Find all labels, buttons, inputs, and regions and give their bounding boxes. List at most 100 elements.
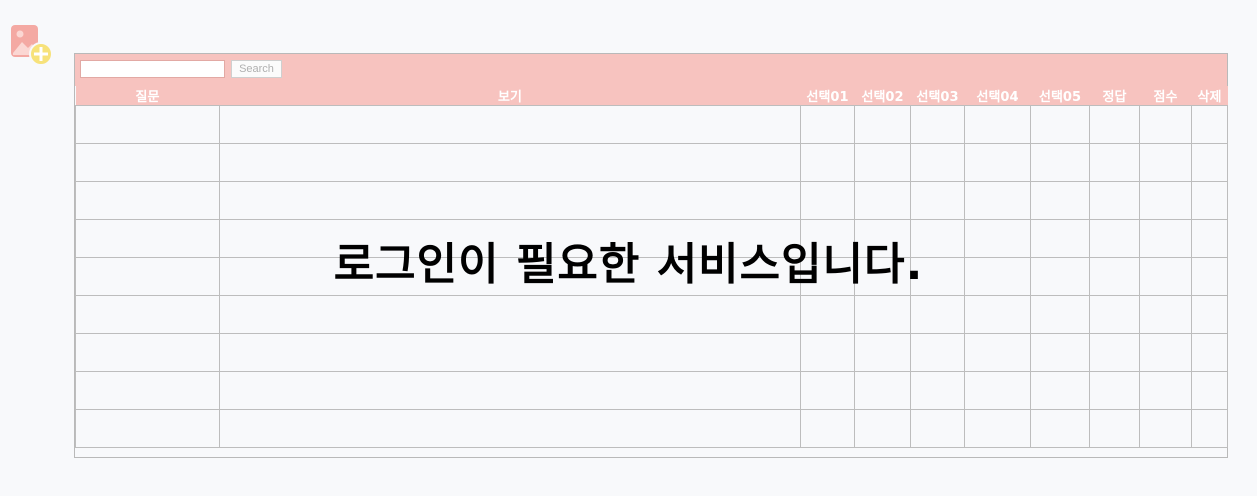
table-cell (1191, 409, 1228, 448)
table-cell (75, 409, 220, 448)
table-cell (1089, 219, 1140, 258)
table-cell (910, 409, 965, 448)
table-cell (964, 409, 1031, 448)
table-cell (1139, 219, 1192, 258)
table-cell (910, 295, 965, 334)
table-cell (854, 219, 911, 258)
table-cell (800, 105, 855, 144)
table-cell (1089, 105, 1140, 144)
table-cell (964, 143, 1031, 182)
table-cell (1139, 371, 1192, 410)
table-cell (854, 143, 911, 182)
search-button[interactable]: Search (231, 60, 282, 78)
table-cell (910, 219, 965, 258)
question-table: 질문 보기 선택01 선택02 선택03 선택04 선택05 정답 점수 삭제 (75, 86, 1228, 448)
table-cell (964, 257, 1031, 296)
table-cell (1030, 219, 1090, 258)
table-cell (964, 295, 1031, 334)
column-header-answer[interactable]: 정답 (1089, 86, 1140, 106)
table-cell (1191, 219, 1228, 258)
table-cell (1191, 143, 1228, 182)
table-cell (1089, 143, 1140, 182)
table-cell (219, 105, 801, 144)
table-body (75, 105, 1228, 448)
table-cell (1139, 333, 1192, 372)
table-row[interactable] (75, 219, 1228, 258)
table-cell (1030, 409, 1090, 448)
table-row[interactable] (75, 105, 1228, 144)
table-cell (1191, 333, 1228, 372)
search-input[interactable] (80, 60, 225, 78)
column-header-delete[interactable]: 삭제 (1191, 86, 1228, 106)
table-cell (219, 371, 801, 410)
table-cell (219, 333, 801, 372)
table-cell (854, 371, 911, 410)
table-cell (1139, 295, 1192, 334)
column-header-score[interactable]: 점수 (1139, 86, 1192, 106)
table-cell (219, 143, 801, 182)
table-cell (1139, 105, 1192, 144)
table-cell (964, 105, 1031, 144)
column-header-question[interactable]: 질문 (75, 86, 220, 106)
table-cell (1089, 295, 1140, 334)
table-cell (75, 257, 220, 296)
table-cell (1139, 181, 1192, 220)
column-header-choice-1[interactable]: 선택01 (800, 86, 855, 106)
question-board-panel: Search 질문 보기 선택01 선택02 선택03 선택04 선택05 (74, 53, 1228, 458)
table-row[interactable] (75, 295, 1228, 334)
table-cell (1089, 181, 1140, 220)
table-cell (964, 219, 1031, 258)
table-cell (910, 333, 965, 372)
table-cell (1089, 257, 1140, 296)
table-cell (1191, 295, 1228, 334)
table-cell (910, 143, 965, 182)
table-row[interactable] (75, 409, 1228, 448)
table-cell (854, 333, 911, 372)
column-header-choice-5[interactable]: 선택05 (1030, 86, 1090, 106)
table-cell (1139, 409, 1192, 448)
table-row[interactable] (75, 371, 1228, 410)
table-cell (800, 257, 855, 296)
column-header-view[interactable]: 보기 (219, 86, 801, 106)
table-cell (964, 333, 1031, 372)
table-cell (800, 295, 855, 334)
table-row[interactable] (75, 181, 1228, 220)
table-cell (1030, 257, 1090, 296)
table-cell (75, 295, 220, 334)
table-cell (1191, 105, 1228, 144)
table-cell (75, 105, 220, 144)
table-cell (800, 333, 855, 372)
table-cell (854, 257, 911, 296)
table-cell (75, 219, 220, 258)
table-cell (1139, 257, 1192, 296)
table-cell (854, 105, 911, 144)
table-cell (964, 371, 1031, 410)
table-cell (1139, 143, 1192, 182)
column-header-choice-4[interactable]: 선택04 (964, 86, 1031, 106)
table-cell (1030, 295, 1090, 334)
add-image-icon[interactable] (9, 22, 55, 68)
table-cell (1191, 257, 1228, 296)
table-cell (75, 181, 220, 220)
table-row[interactable] (75, 333, 1228, 372)
table-cell (1089, 371, 1140, 410)
table-cell (910, 105, 965, 144)
table-row[interactable] (75, 143, 1228, 182)
table-cell (1089, 409, 1140, 448)
table-cell (910, 257, 965, 296)
table-cell (800, 371, 855, 410)
table-row[interactable] (75, 257, 1228, 296)
table-cell (75, 143, 220, 182)
table-cell (800, 143, 855, 182)
table-cell (800, 409, 855, 448)
table-cell (800, 219, 855, 258)
table-cell (219, 295, 801, 334)
table-cell (219, 409, 801, 448)
table-cell (1030, 181, 1090, 220)
table-cell (1191, 181, 1228, 220)
column-header-choice-2[interactable]: 선택02 (854, 86, 911, 106)
column-header-choice-3[interactable]: 선택03 (910, 86, 965, 106)
table-cell (854, 181, 911, 220)
table-cell (75, 371, 220, 410)
table-cell (219, 219, 801, 258)
